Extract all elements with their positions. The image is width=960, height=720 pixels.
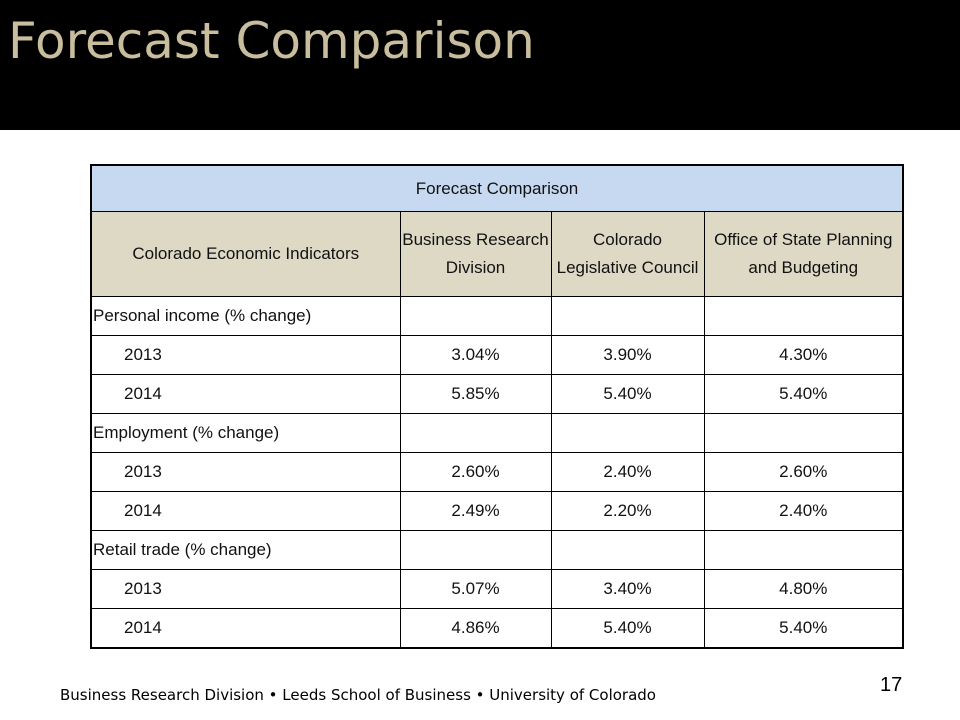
table-caption-row: Forecast Comparison <box>90 164 904 212</box>
value-cell: 5.40% <box>550 374 705 414</box>
table-row: 2013 3.04% 3.90% 4.30% <box>90 335 904 375</box>
value-cell: 4.30% <box>703 335 904 375</box>
year-cell: 2013 <box>90 335 401 375</box>
value-cell: 3.90% <box>550 335 705 375</box>
table-row: 2013 5.07% 3.40% 4.80% <box>90 569 904 609</box>
category-label: Employment (% change) <box>90 413 401 453</box>
table-row: 2014 2.49% 2.20% 2.40% <box>90 491 904 531</box>
category-label: Personal income (% change) <box>90 296 401 336</box>
year-cell: 2014 <box>90 608 401 649</box>
table-cell <box>703 530 904 570</box>
year-cell: 2013 <box>90 569 401 609</box>
table-category-row: Personal income (% change) <box>90 296 904 336</box>
value-cell: 2.60% <box>399 452 552 492</box>
page-number: 17 <box>880 674 903 696</box>
value-cell: 2.20% <box>550 491 705 531</box>
value-cell: 2.60% <box>703 452 904 492</box>
table-caption: Forecast Comparison <box>90 164 904 212</box>
table-row: 2013 2.60% 2.40% 2.60% <box>90 452 904 492</box>
value-cell: 4.80% <box>703 569 904 609</box>
table-cell <box>399 530 552 570</box>
value-cell: 2.40% <box>703 491 904 531</box>
value-cell: 2.40% <box>550 452 705 492</box>
table-header-row: Colorado Economic Indicators Business Re… <box>90 211 904 297</box>
column-header: Business Research Division <box>399 211 552 297</box>
value-cell: 5.40% <box>703 374 904 414</box>
year-cell: 2014 <box>90 374 401 414</box>
value-cell: 3.40% <box>550 569 705 609</box>
value-cell: 5.85% <box>399 374 552 414</box>
title-bar: Forecast Comparison <box>0 0 960 130</box>
table-category-row: Retail trade (% change) <box>90 530 904 570</box>
value-cell: 5.40% <box>550 608 705 649</box>
table-cell <box>550 296 705 336</box>
value-cell: 5.07% <box>399 569 552 609</box>
table-cell <box>399 296 552 336</box>
table-cell <box>703 413 904 453</box>
table-cell <box>399 413 552 453</box>
table-cell <box>703 296 904 336</box>
column-header: Colorado Legislative Council <box>550 211 705 297</box>
table-row: 2014 4.86% 5.40% 5.40% <box>90 608 904 649</box>
table-cell <box>550 530 705 570</box>
category-label: Retail trade (% change) <box>90 530 401 570</box>
value-cell: 5.40% <box>703 608 904 649</box>
value-cell: 3.04% <box>399 335 552 375</box>
table-row: 2014 5.85% 5.40% 5.40% <box>90 374 904 414</box>
slide-footer: Business Research Division • Leeds Schoo… <box>60 686 656 704</box>
slide-title: Forecast Comparison <box>8 12 535 70</box>
column-header: Office of State Planning and Budgeting <box>703 211 904 297</box>
value-cell: 4.86% <box>399 608 552 649</box>
forecast-table: Forecast Comparison Colorado Economic In… <box>90 164 905 649</box>
value-cell: 2.49% <box>399 491 552 531</box>
table-cell <box>550 413 705 453</box>
year-cell: 2014 <box>90 491 401 531</box>
table-category-row: Employment (% change) <box>90 413 904 453</box>
column-header: Colorado Economic Indicators <box>90 211 401 297</box>
year-cell: 2013 <box>90 452 401 492</box>
